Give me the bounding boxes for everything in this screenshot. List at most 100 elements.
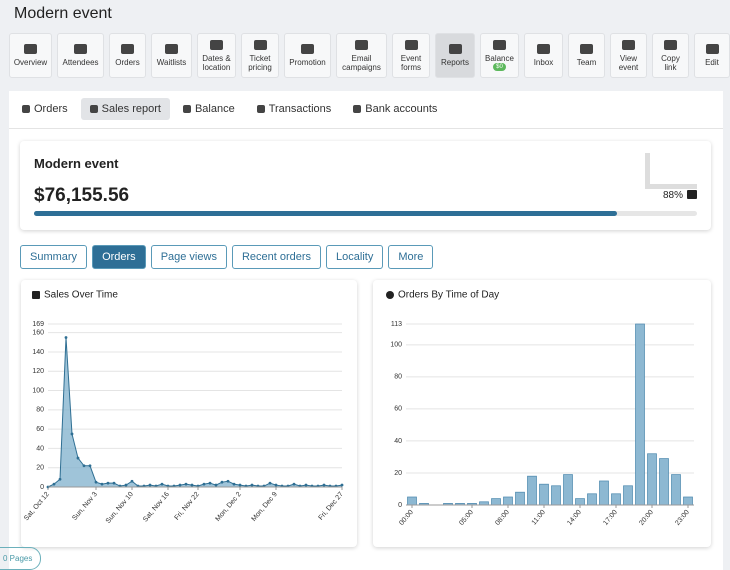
icon: [210, 39, 223, 50]
button-label: Orders: [115, 58, 140, 67]
tab[interactable]: Sales report: [80, 98, 170, 120]
point: [190, 483, 194, 487]
toolbar-button[interactable]: Orders: [109, 33, 146, 78]
point: [178, 483, 182, 487]
toolbar-button[interactable]: Balance $0: [480, 33, 519, 78]
bar: [527, 475, 537, 506]
icon: [24, 44, 37, 54]
button-label: View event: [618, 53, 639, 72]
button-label: Inbox: [533, 58, 554, 67]
y-tick-label: 0: [398, 502, 402, 509]
report-button[interactable]: Orders: [92, 245, 146, 269]
button-label: Attendees: [62, 58, 99, 67]
toolbar-button[interactable]: Inbox: [524, 33, 563, 78]
y-tick-label: 100: [32, 387, 44, 394]
x-tick-label: Fri, Nov 22: [174, 491, 201, 522]
icon: [622, 39, 635, 50]
x-tick-label: Sat, Nov 16: [142, 491, 171, 524]
button-label: Team: [576, 58, 597, 67]
progress-label: 88%: [662, 190, 683, 201]
x-tick-label: 23:00: [674, 509, 691, 527]
point: [160, 482, 164, 486]
y-tick-label: 100: [390, 342, 402, 349]
point: [76, 456, 80, 460]
point: [184, 482, 188, 486]
toolbar-button[interactable]: Email campaigns: [336, 33, 387, 78]
button-label: Overview: [13, 58, 48, 67]
x-tick-label: Sat, Oct 12: [23, 491, 51, 522]
bar: [683, 496, 693, 506]
report-button[interactable]: Recent orders: [231, 245, 322, 269]
icon: [580, 44, 593, 54]
bar: [563, 474, 573, 506]
bar: [587, 493, 597, 506]
report-button[interactable]: More: [388, 245, 434, 269]
y-tick-label: 60: [394, 406, 402, 413]
toolbar-button[interactable]: Dates & location: [197, 33, 236, 78]
button-label: Dates & location: [202, 53, 231, 72]
tabs: Orders Sales report Balance Transactions Ban…: [13, 98, 446, 120]
toolbar-button[interactable]: View event: [610, 33, 647, 78]
point: [70, 432, 74, 436]
icon: [253, 39, 267, 50]
tab[interactable]: Balance: [174, 98, 244, 120]
report-button[interactable]: Summary: [20, 245, 88, 269]
icon: [537, 44, 550, 54]
bar: [659, 458, 669, 506]
bar: [407, 496, 417, 506]
card-title: Modern event: [34, 156, 119, 171]
toolbar-button[interactable]: Attendees: [57, 33, 104, 78]
toolbar-button[interactable]: Event forms: [392, 33, 430, 78]
report-button[interactable]: Locality: [326, 245, 384, 269]
icon: [664, 39, 677, 50]
tab[interactable]: Orders: [13, 98, 77, 120]
tab-label: Orders: [34, 103, 68, 115]
toolbar-button[interactable]: Ticket pricing: [241, 33, 279, 78]
toolbar-button[interactable]: Promotion: [284, 33, 331, 78]
button-label: Waitlists: [156, 58, 187, 67]
bar: [515, 491, 525, 506]
title-icon: [32, 291, 40, 299]
y-tick-label: 169: [32, 321, 44, 328]
button-label: Balance: [485, 54, 514, 63]
toolbar-button[interactable]: Edit: [694, 33, 730, 78]
bar: [599, 480, 609, 506]
button-label: Copy link: [661, 53, 680, 72]
point: [220, 480, 224, 484]
x-tick-label: 20:00: [638, 509, 655, 527]
point: [100, 482, 104, 486]
point: [232, 482, 236, 486]
point: [304, 483, 308, 487]
icon: [256, 105, 265, 113]
report-button[interactable]: Page views: [150, 245, 227, 269]
point: [94, 480, 98, 484]
x-tick-label: Mon, Dec 2: [215, 491, 243, 523]
point: [82, 464, 86, 468]
toolbar-button[interactable]: Reports: [435, 33, 475, 78]
point: [64, 336, 68, 339]
bar: [575, 498, 585, 506]
toolbar-button[interactable]: Overview: [9, 33, 52, 78]
point: [58, 477, 62, 481]
cart-icon: [687, 190, 697, 199]
bar: [647, 453, 657, 506]
toolbar-button[interactable]: Waitlists: [151, 33, 192, 78]
icon: [355, 39, 368, 50]
button-label: Promotion: [289, 58, 326, 67]
y-tick-label: 40: [394, 438, 402, 445]
tab[interactable]: Bank accounts: [344, 98, 446, 120]
x-tick-label: 05:00: [458, 509, 475, 527]
icon: [705, 44, 719, 54]
toolbar-button[interactable]: Copy link: [652, 33, 689, 78]
tab[interactable]: Transactions: [248, 98, 341, 120]
tab-label: Bank accounts: [365, 103, 438, 115]
toolbar-button[interactable]: Team: [568, 33, 605, 78]
title-icon: [386, 291, 394, 299]
icon: [182, 105, 191, 113]
point: [130, 479, 134, 483]
point: [88, 464, 92, 468]
x-tick-label: 11:00: [531, 509, 547, 527]
point: [250, 483, 254, 487]
x-tick-label: Fri, Dec 27: [318, 491, 345, 522]
